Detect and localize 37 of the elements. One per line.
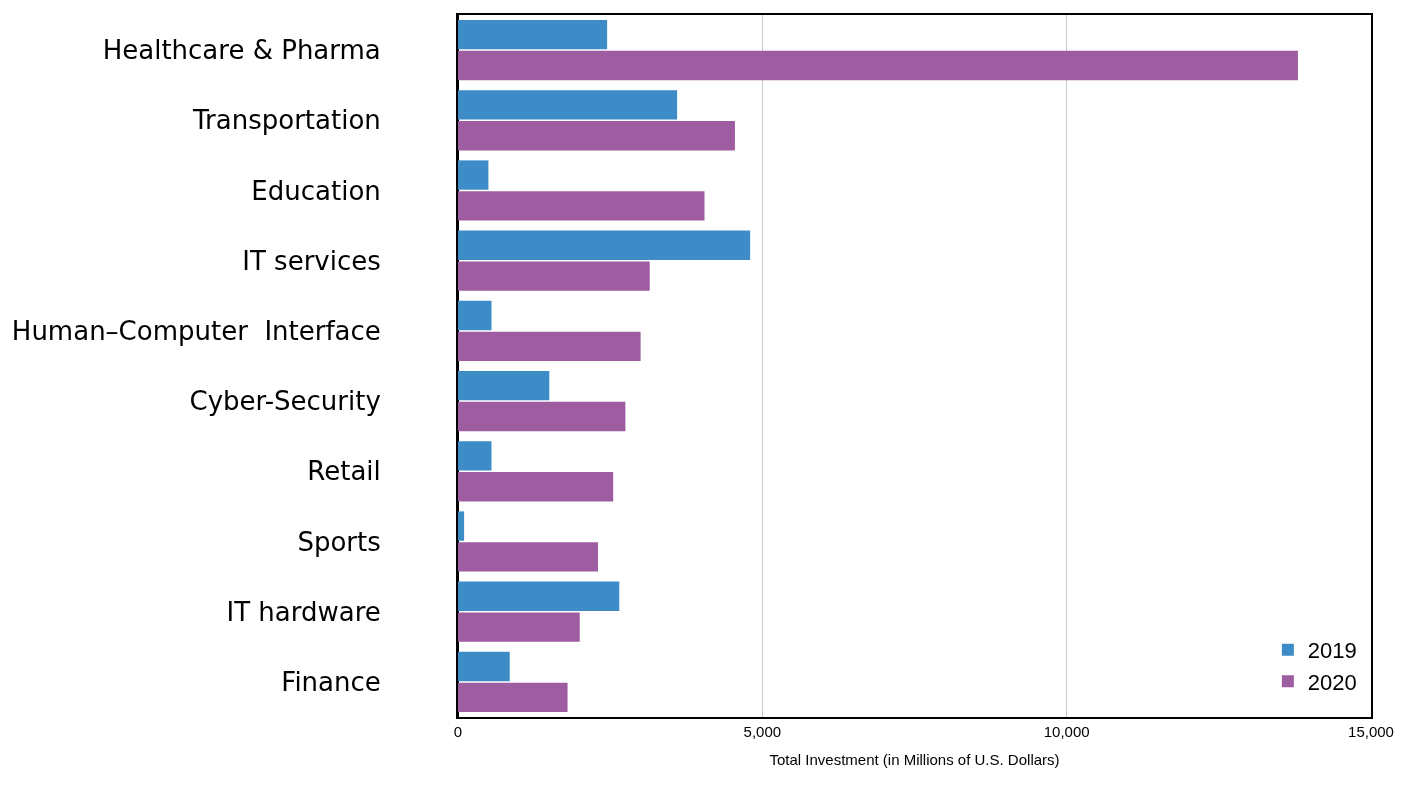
- y-tick-label: Education: [251, 175, 381, 206]
- bar: [458, 651, 510, 682]
- x-tick-label: 10,000: [1043, 723, 1090, 740]
- y-tick-label: IT hardware: [226, 596, 381, 627]
- bar: [458, 19, 608, 50]
- x-tick-label: 0: [453, 723, 463, 740]
- bar: [458, 90, 678, 120]
- bar: [458, 300, 492, 331]
- y-tick-label: Sports: [297, 526, 381, 557]
- bar: [458, 230, 751, 260]
- bar: [458, 511, 465, 541]
- y-tick-label: Transportation: [192, 105, 381, 136]
- bar: [458, 50, 1298, 81]
- bar: [458, 331, 641, 362]
- legend-label: 2019: [1307, 638, 1357, 664]
- bar: [458, 581, 620, 611]
- x-axis-title: Total Investment (in Millions of U.S. Dollars): [769, 750, 1060, 768]
- bar: [458, 612, 580, 642]
- y-tick-label: IT services: [242, 245, 381, 276]
- y-tick-label: Finance: [281, 667, 381, 697]
- bar: [458, 682, 568, 713]
- bar: [458, 472, 614, 502]
- x-tick-label: 15,000: [1348, 723, 1394, 740]
- y-tick-label: Cyber-Security: [189, 386, 381, 417]
- legend-label: 2020: [1307, 669, 1357, 695]
- bar: [458, 121, 735, 151]
- y-tick-label: Healthcare & Pharma: [102, 35, 381, 66]
- bar: [458, 542, 598, 572]
- bar: [458, 401, 626, 432]
- bar: [458, 441, 492, 471]
- y-tick-label: Retail: [307, 456, 381, 487]
- bar: [458, 160, 489, 190]
- y-tick-label: Human–Computer Interface: [11, 316, 381, 346]
- bar: [458, 370, 550, 401]
- bar: [458, 261, 650, 291]
- bar: [458, 191, 705, 221]
- x-tick-label: 5,000: [743, 723, 782, 740]
